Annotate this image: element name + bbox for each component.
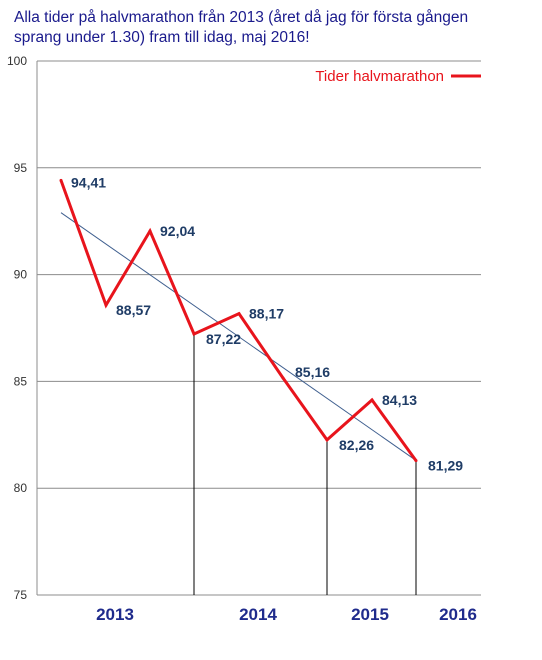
year-label-2016: 2016 bbox=[439, 605, 477, 624]
data-point-0 bbox=[59, 178, 63, 182]
chart-title: Alla tider på halvmarathon från 2013 (år… bbox=[14, 9, 469, 46]
y-tick-label-75: 75 bbox=[14, 588, 28, 602]
data-point-2 bbox=[148, 229, 152, 233]
y-tick-labels: 75 80 85 90 95 100 bbox=[7, 54, 27, 602]
data-label-6: 82,26 bbox=[339, 437, 374, 453]
year-label-2015: 2015 bbox=[351, 605, 389, 624]
y-tick-label-90: 90 bbox=[14, 268, 28, 282]
data-label-2: 92,04 bbox=[160, 223, 195, 239]
data-label-7: 84,13 bbox=[382, 392, 417, 408]
data-point-5 bbox=[281, 376, 285, 380]
data-label-1: 88,57 bbox=[116, 302, 151, 318]
year-labels: 2013 2014 2015 2016 bbox=[96, 605, 477, 624]
data-point-3 bbox=[192, 332, 196, 336]
year-dividers bbox=[193, 333, 417, 595]
data-point-8 bbox=[414, 459, 418, 463]
trendline-group bbox=[60, 212, 417, 461]
series-line-tider-halvmarathon bbox=[59, 179, 418, 462]
year-label-2013: 2013 bbox=[96, 605, 134, 624]
data-label-4: 88,17 bbox=[249, 306, 284, 322]
legend: Tider halvmarathon bbox=[315, 68, 481, 85]
data-labels: 94,41 88,57 92,04 87,22 88,17 85,16 82,26 84,13… bbox=[71, 174, 463, 473]
y-tick-label-80: 80 bbox=[14, 481, 28, 495]
data-point-7 bbox=[370, 398, 374, 402]
trendline bbox=[60, 212, 417, 461]
data-label-0: 94,41 bbox=[71, 174, 106, 190]
y-tick-label-100: 100 bbox=[7, 54, 27, 68]
data-label-3: 87,22 bbox=[206, 331, 241, 347]
year-label-2014: 2014 bbox=[239, 605, 277, 624]
legend-label: Tider halvmarathon bbox=[315, 68, 444, 85]
data-point-4 bbox=[237, 312, 241, 316]
y-tick-label-95: 95 bbox=[14, 161, 28, 175]
data-point-1 bbox=[104, 303, 108, 307]
data-label-5: 85,16 bbox=[295, 364, 330, 380]
axes bbox=[36, 61, 481, 596]
gridlines bbox=[37, 60, 481, 489]
data-label-8: 81,29 bbox=[428, 458, 463, 474]
series-group bbox=[59, 178, 418, 463]
y-tick-label-85: 85 bbox=[14, 374, 28, 388]
data-point-6 bbox=[325, 438, 329, 442]
